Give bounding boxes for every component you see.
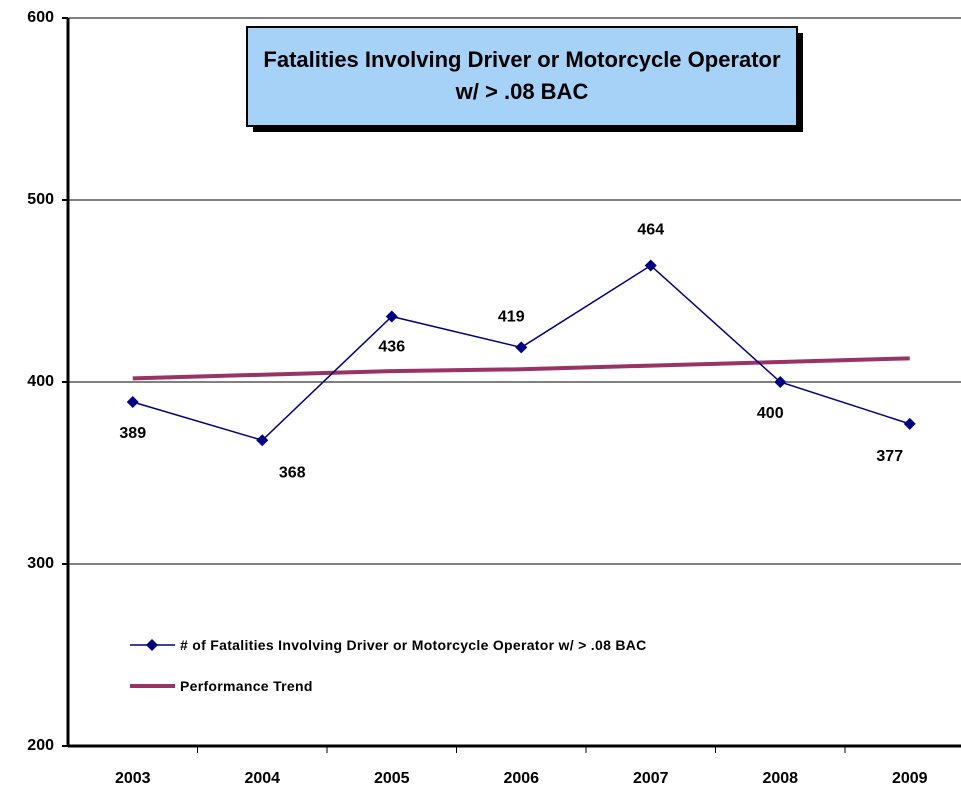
data-label: 436 [378,339,405,356]
x-tick-label: 2008 [762,770,798,787]
marker [385,310,398,323]
marker [515,341,528,354]
x-tick-label: 2007 [633,770,669,787]
y-tick-label: 500 [27,191,54,208]
trend-line [132,356,910,381]
x-tick-label: 2005 [374,770,410,787]
y-tick-label: 600 [27,9,54,26]
data-label: 400 [757,405,784,422]
data-label: 389 [119,425,146,442]
legend-label: Performance Trend [180,679,313,694]
x-tick-label: 2006 [503,770,539,787]
data-label: 368 [279,464,306,481]
y-tick-label: 200 [27,737,54,754]
marker [774,376,787,388]
y-tick-label: 400 [27,373,54,390]
legend-label-box: # of Fatalities Involving Driver or Moto… [180,638,647,653]
title-box [246,26,798,127]
legend-label: # of Fatalities Involving Driver or Moto… [180,638,647,653]
y-tick-label: 300 [27,555,54,572]
chart-title-box: Fatalities Involving Driver or Motorcycl… [263,47,781,104]
x-tick-label: 2009 [892,770,928,787]
legend-marker [146,639,158,651]
marker [644,259,657,272]
x-tick-label: 2003 [115,770,151,787]
data-label: 464 [637,222,664,239]
marker [256,434,269,447]
data-label: 377 [876,448,903,465]
legend-label-box: Performance Trend [180,679,313,694]
marker [126,396,139,409]
data-label: 419 [498,309,525,326]
x-tick-label: 2004 [244,770,280,787]
chart-title: Fatalities Involving Driver or Motorcycl… [263,47,781,104]
marker [903,417,916,430]
